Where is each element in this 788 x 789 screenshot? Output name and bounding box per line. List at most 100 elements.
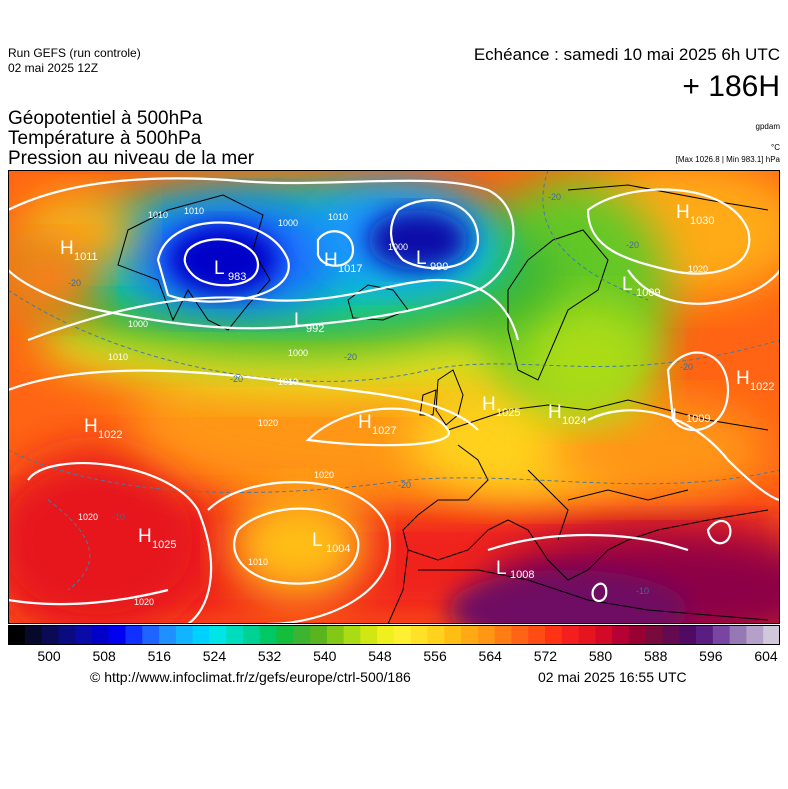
temperature-label: -20 <box>230 374 243 384</box>
pressure-center: H <box>138 526 152 547</box>
color-scale-swatch <box>645 625 664 645</box>
pressure-center: H <box>84 416 98 437</box>
pressure-center: L <box>672 406 683 427</box>
color-scale-swatch <box>763 625 780 645</box>
color-scale-tick-label: 532 <box>257 648 282 664</box>
title-pressure: Pression au niveau de la mer <box>8 148 255 169</box>
isobar-label: 1000 <box>128 319 148 329</box>
isobar-label: 1000 <box>278 218 298 228</box>
pressure-value: 1009 <box>636 287 660 299</box>
pressure-value: 1009 <box>686 413 710 425</box>
pressure-value: 1008 <box>510 569 534 581</box>
color-scale-swatch <box>729 625 748 645</box>
pressure-value: 1004 <box>326 543 350 555</box>
isobar-label: 1010 <box>148 210 168 220</box>
color-scale-swatch <box>679 625 697 645</box>
color-scale-swatch <box>242 625 261 645</box>
pressure-center: H <box>736 368 750 389</box>
forecast-lead-time: + 186H <box>682 70 780 103</box>
color-scale-tick-label: 588 <box>644 648 668 664</box>
color-scale-swatch <box>226 625 244 645</box>
color-scale-tick-label: 548 <box>368 648 392 664</box>
isobar-label: 1010 <box>108 352 128 362</box>
pressure-center: L <box>294 310 305 331</box>
title-temperature: Température à 500hPa <box>8 128 202 149</box>
pressure-value: 1022 <box>98 429 122 441</box>
temperature-label: -20 <box>398 480 411 490</box>
color-scale-swatch <box>746 625 764 645</box>
unit-pressure-range: [Max 1026.8 | Min 983.1] hPa <box>675 155 780 164</box>
color-scale-swatch <box>360 625 378 645</box>
pressure-center: L <box>496 558 507 579</box>
color-scale-swatch <box>394 625 412 645</box>
run-label: Run GEFS (run controle) <box>8 46 141 60</box>
pressure-center: H <box>60 238 74 259</box>
pressure-center: H <box>548 402 562 423</box>
color-scale-swatch <box>91 625 110 645</box>
temperature-label: -20 <box>344 352 357 362</box>
color-scale-swatch <box>578 625 596 645</box>
temperature-label: -20 <box>626 240 639 250</box>
isobar-label: 1010 <box>184 206 204 216</box>
color-scale-swatch <box>494 625 513 645</box>
isobar-label: 1010 <box>328 212 348 222</box>
temperature-label: -20 <box>680 362 693 372</box>
pressure-center: H <box>358 412 372 433</box>
pressure-value: 1024 <box>562 415 586 427</box>
pressure-center: L <box>214 258 225 279</box>
color-scale-swatch <box>696 625 714 645</box>
pressure-value: 1027 <box>372 425 396 437</box>
color-scale-swatch <box>209 625 227 645</box>
pressure-value: 1030 <box>690 215 714 227</box>
color-scale-swatch <box>293 625 311 645</box>
color-scale-swatch <box>628 625 647 645</box>
color-scale-swatch <box>511 625 529 645</box>
color-scale-swatch <box>310 625 328 645</box>
generated-time: 02 mai 2025 16:55 UTC <box>538 669 687 685</box>
pressure-center: H <box>482 394 496 415</box>
isobar-label: 1020 <box>134 597 154 607</box>
pressure-center: L <box>416 248 427 269</box>
color-scale-swatch <box>377 625 395 645</box>
color-scale-swatch <box>477 625 496 645</box>
color-scale-tick-label: 500 <box>37 648 61 664</box>
color-scale-swatch <box>595 625 613 645</box>
color-scale-tick-label: 508 <box>92 648 116 664</box>
pressure-value: 1025 <box>496 407 520 419</box>
isobar-label: 1020 <box>258 418 278 428</box>
unit-geopotential: gpdam <box>755 122 780 131</box>
color-scale-swatch <box>75 625 93 645</box>
color-scale-swatch <box>24 625 43 645</box>
color-scale-tick-label: 540 <box>313 648 337 664</box>
color-scale-tick-label: 564 <box>478 648 502 664</box>
isobar-label: 1010 <box>248 557 268 567</box>
title-geopotential: Géopotentiel à 500hPa <box>8 108 203 129</box>
color-scale-tick-label: 572 <box>533 648 558 664</box>
pressure-center: L <box>622 274 633 295</box>
color-scale-tick-label: 556 <box>423 648 447 664</box>
color-scale-tick-label: 516 <box>147 648 171 664</box>
color-scale-swatch <box>427 625 445 645</box>
pressure-value: 1017 <box>338 263 362 275</box>
color-scale-swatch <box>108 625 127 645</box>
forecast-valid-time: Echéance : samedi 10 mai 2025 6h UTC <box>473 45 780 64</box>
isobar-label: 1000 <box>288 348 308 358</box>
isobar-label: 1010 <box>278 377 298 387</box>
color-scale-swatch <box>545 625 563 645</box>
pressure-center: H <box>324 250 338 271</box>
temperature-label: -20 <box>548 192 561 202</box>
pressure-value: 983 <box>228 271 246 283</box>
color-scale-swatch <box>461 625 479 645</box>
color-scale-swatch <box>528 625 546 645</box>
pressure-value: 1022 <box>750 381 774 393</box>
color-scale-swatch <box>444 625 462 645</box>
temperature-label: -10 <box>112 512 125 522</box>
color-scale-swatch <box>192 625 210 645</box>
color-scale-swatch <box>662 625 680 645</box>
color-scale-swatch <box>259 625 278 645</box>
color-scale-tick-label: 524 <box>202 648 227 664</box>
pressure-value: 1025 <box>152 539 176 551</box>
color-scale-swatch <box>561 625 580 645</box>
color-scale-tick-label: 596 <box>699 648 723 664</box>
color-scale-swatch <box>612 625 630 645</box>
